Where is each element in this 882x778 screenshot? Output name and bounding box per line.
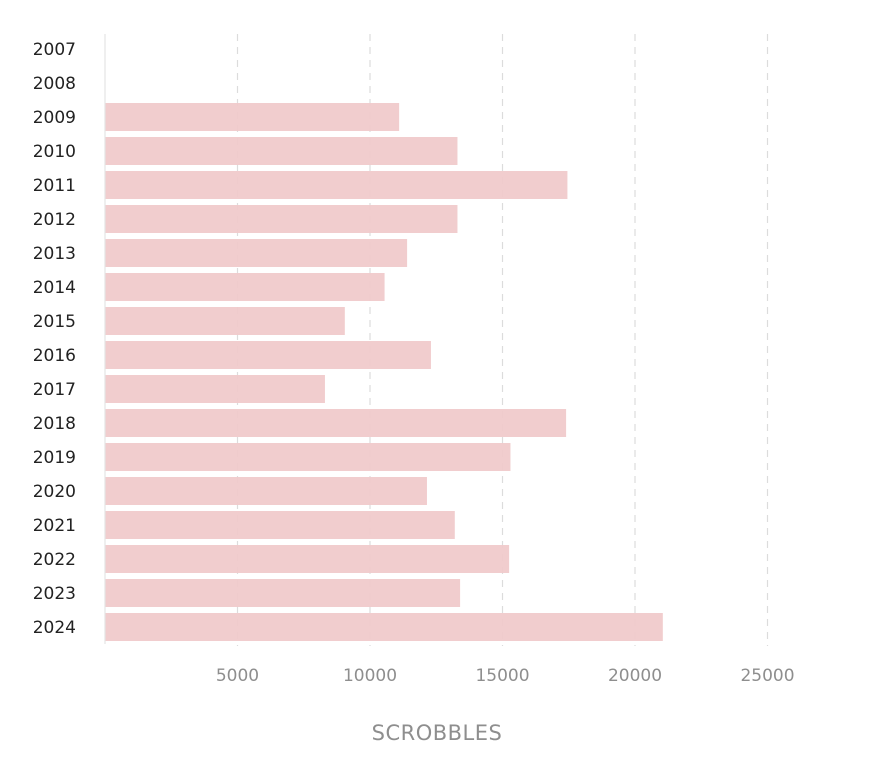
y-tick-label-2007: 2007	[33, 40, 76, 60]
y-tick-label-2008: 2008	[33, 74, 76, 94]
y-tick-labels: 2007 2008 2009 2010 2011 2012 2013 2014 2015 2016…	[33, 40, 76, 638]
y-tick-label-2017: 2017	[33, 380, 76, 400]
y-tick-label-2019: 2019	[33, 448, 76, 468]
bar-2014	[105, 273, 385, 301]
y-tick-label-2021: 2021	[33, 516, 76, 536]
bar-2009	[105, 103, 400, 131]
bars	[105, 103, 663, 641]
bar-2020	[105, 477, 427, 505]
bar-2013	[105, 239, 408, 267]
bar-2012	[105, 205, 458, 233]
y-tick-label-2023: 2023	[33, 584, 76, 604]
x-tick-label-10000: 10000	[343, 666, 397, 686]
bar-2011	[105, 171, 568, 199]
bar-2017	[105, 375, 325, 403]
x-tick-label-20000: 20000	[608, 666, 662, 686]
y-tick-label-2018: 2018	[33, 414, 76, 434]
y-tick-label-2012: 2012	[33, 210, 76, 230]
y-tick-label-2022: 2022	[33, 550, 76, 570]
bar-2022	[105, 545, 510, 573]
x-tick-label-5000: 5000	[216, 666, 259, 686]
bar-2023	[105, 579, 461, 607]
y-tick-label-2013: 2013	[33, 244, 76, 264]
y-tick-label-2015: 2015	[33, 312, 76, 332]
y-tick-label-2010: 2010	[33, 142, 76, 162]
x-tick-label-15000: 15000	[475, 666, 529, 686]
y-tick-label-2016: 2016	[33, 346, 76, 366]
bar-2010	[105, 137, 458, 165]
y-tick-label-2009: 2009	[33, 108, 76, 128]
y-tick-label-2014: 2014	[33, 278, 76, 298]
bar-2021	[105, 511, 455, 539]
bar-2018	[105, 409, 567, 437]
y-tick-label-2020: 2020	[33, 482, 76, 502]
y-tick-label-2024: 2024	[33, 618, 76, 638]
x-tick-labels: 5000 10000 15000 20000 25000	[216, 666, 795, 686]
y-tick-label-2011: 2011	[33, 176, 76, 196]
bar-2019	[105, 443, 511, 471]
bar-2015	[105, 307, 345, 335]
bar-2016	[105, 341, 431, 369]
x-tick-label-25000: 25000	[740, 666, 794, 686]
grid-lines	[236, 34, 769, 646]
x-axis-title: SCROBBLES	[372, 721, 503, 745]
bar-2024	[105, 613, 663, 641]
